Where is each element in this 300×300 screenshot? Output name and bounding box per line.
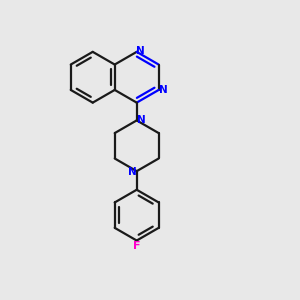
Text: F: F: [133, 242, 140, 251]
Text: N: N: [128, 167, 137, 177]
Text: N: N: [159, 85, 167, 95]
Text: N: N: [136, 46, 145, 56]
Text: N: N: [137, 115, 146, 125]
